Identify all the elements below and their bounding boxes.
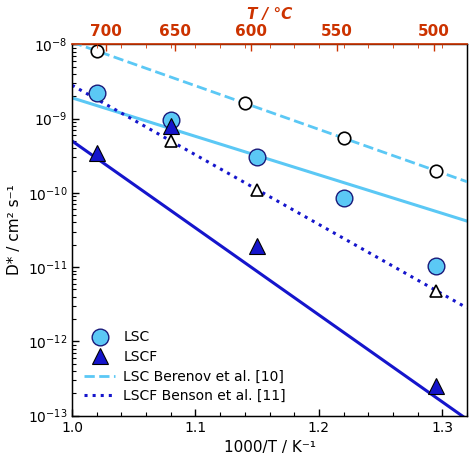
- Y-axis label: D* / cm² s⁻¹: D* / cm² s⁻¹: [7, 185, 22, 275]
- X-axis label: T / °C: T / °C: [247, 7, 292, 22]
- X-axis label: 1000/T / K⁻¹: 1000/T / K⁻¹: [224, 440, 316, 455]
- Legend: LSC, LSCF, LSC Berenov et al. [10], LSCF Benson et al. [11]: LSC, LSCF, LSC Berenov et al. [10], LSCF…: [79, 325, 292, 409]
